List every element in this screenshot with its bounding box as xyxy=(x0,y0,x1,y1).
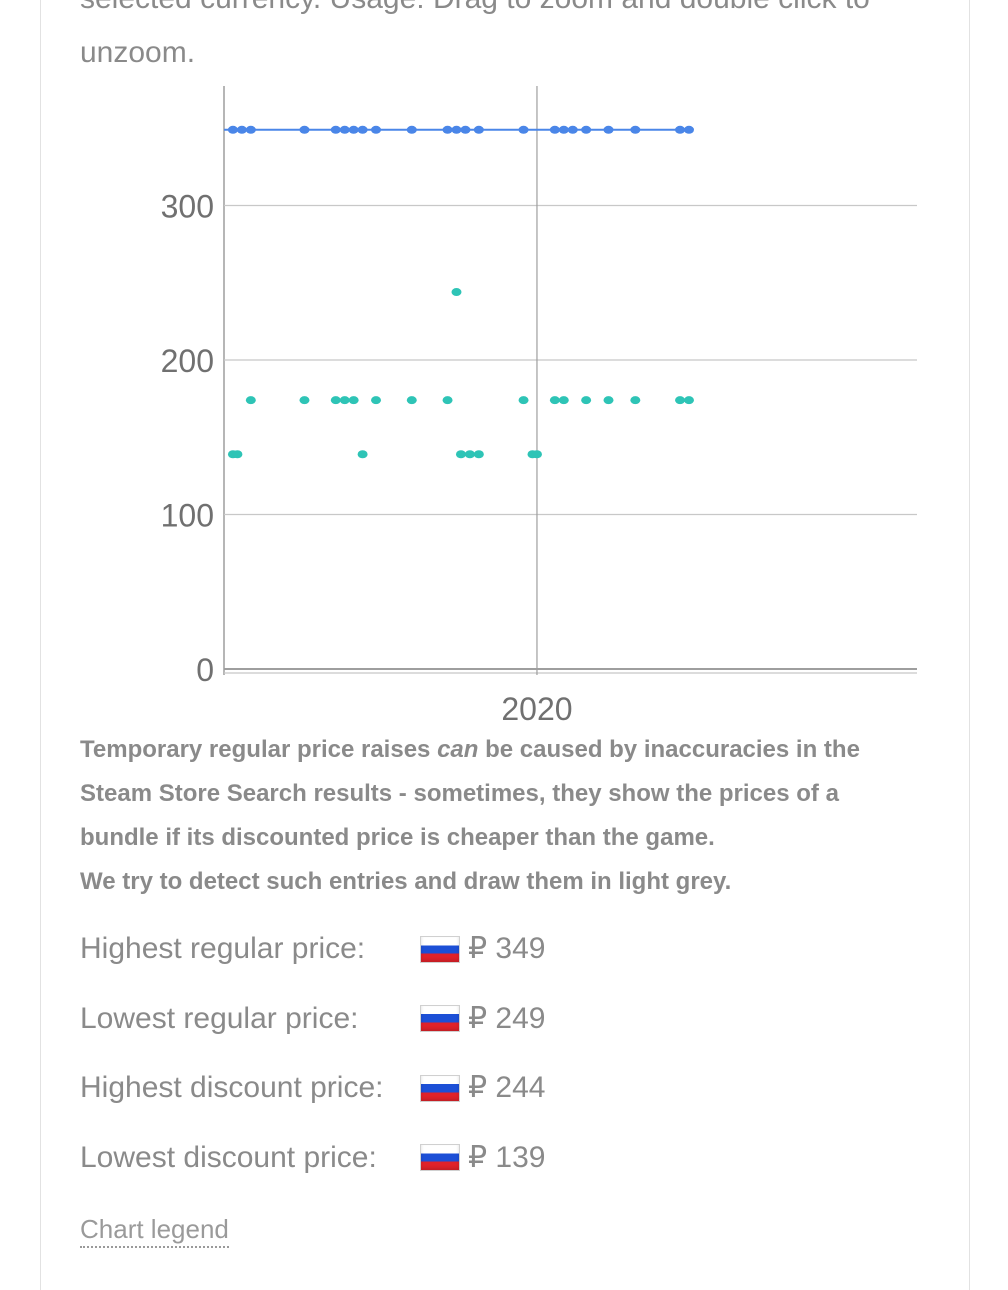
discount-price-point xyxy=(675,396,686,405)
stat-value: ₽ 244 xyxy=(420,1054,545,1122)
discount-price-point xyxy=(330,396,341,405)
regular-price-point xyxy=(603,125,614,134)
note-line-3: bundle if its discounted price is cheape… xyxy=(80,824,715,851)
note-line-4: We try to detect such entries and draw t… xyxy=(80,868,732,895)
note-line-1-end: be caused by inaccuracies in the xyxy=(478,736,860,763)
regular-price-point xyxy=(339,125,350,134)
stat-amount: ₽ 349 xyxy=(468,932,546,965)
regular-price-point xyxy=(558,125,569,134)
regular-price-point xyxy=(683,125,694,134)
discount-price-point xyxy=(442,396,453,405)
russia-flag-icon xyxy=(420,1074,460,1102)
note-line-1-start: Temporary regular price raises xyxy=(80,736,438,763)
stat-value: ₽ 139 xyxy=(420,1124,545,1192)
intro-line-2: unzoom. xyxy=(80,36,196,69)
discount-price-point xyxy=(245,396,256,405)
stat-highest-regular: Highest regular price: ₽ 349 xyxy=(80,915,920,985)
note-line-1-emphasis: can xyxy=(437,736,479,763)
note-line-1: Temporary regular price raises can be ca… xyxy=(80,728,920,772)
regular-price-point xyxy=(227,125,238,134)
price-raise-note: Temporary regular price raises can be ca… xyxy=(80,728,920,904)
content-card xyxy=(40,0,970,1290)
regular-price-point xyxy=(442,125,453,134)
stat-label: Lowest regular price: xyxy=(80,1001,359,1035)
discount-price-point xyxy=(232,450,243,459)
discount-price-point xyxy=(464,450,475,459)
regular-price-point xyxy=(371,125,382,134)
regular-price-point xyxy=(245,125,256,134)
stat-label: Highest discount price: xyxy=(80,1071,384,1104)
regular-price-point xyxy=(460,125,471,134)
discount-price-point xyxy=(630,396,641,405)
discount-price-point xyxy=(558,396,569,405)
regular-price-point xyxy=(630,125,641,134)
price-history-chart[interactable]: 0 100 200 300 2020 xyxy=(0,0,1008,730)
discount-price-point xyxy=(473,450,484,459)
discount-price-point xyxy=(406,396,417,405)
discount-price-point xyxy=(581,396,592,405)
note-line-2: Steam Store Search results - sometimes, … xyxy=(80,780,839,807)
regular-price-point xyxy=(330,125,341,134)
stat-amount: ₽ 244 xyxy=(468,1071,546,1104)
discount-price-point xyxy=(339,396,350,405)
discount-price-point xyxy=(518,396,529,405)
regular-price-point xyxy=(567,125,578,134)
stat-label: Lowest discount price: xyxy=(80,1140,377,1174)
y-tick-label: 100 xyxy=(161,498,214,534)
stat-highest-discount: Highest discount price: ₽ 244 xyxy=(80,1054,920,1124)
russia-flag-icon xyxy=(420,1144,460,1171)
stat-value: ₽ 249 xyxy=(420,985,545,1053)
regular-price-point xyxy=(236,125,247,134)
stat-lowest-discount: Lowest discount price: ₽ 139 xyxy=(80,1124,920,1194)
price-stats: Highest regular price: ₽ 349 Lowest regu… xyxy=(80,915,920,1193)
y-tick-label: 200 xyxy=(161,343,214,379)
discount-price-point xyxy=(549,396,560,405)
regular-price-point xyxy=(549,125,560,134)
chart-legend-link[interactable]: Chart legend xyxy=(80,1212,229,1248)
discount-price-point xyxy=(683,396,694,405)
discount-price-point xyxy=(357,450,368,459)
regular-price-point xyxy=(406,125,417,134)
regular-price-point xyxy=(451,125,462,134)
discount-price-point xyxy=(603,396,614,405)
regular-price-point xyxy=(675,125,686,134)
discount-price-point xyxy=(455,450,466,459)
y-tick-label: 300 xyxy=(161,189,214,225)
intro-line-1: selected currency. Usage: Drag to zoom a… xyxy=(80,0,920,26)
regular-price-point xyxy=(581,125,592,134)
regular-price-point xyxy=(357,125,368,134)
regular-price-point xyxy=(348,125,359,134)
stat-value: ₽ 349 xyxy=(420,915,545,983)
discount-price-point xyxy=(348,396,359,405)
stat-amount: ₽ 249 xyxy=(468,1001,546,1035)
regular-price-point xyxy=(473,125,484,134)
discount-price-point xyxy=(451,288,462,297)
russia-flag-icon xyxy=(420,935,460,963)
discount-price-point xyxy=(527,450,538,459)
discount-price-point xyxy=(371,396,382,405)
regular-price-point xyxy=(299,125,310,134)
x-tick-label: 2020 xyxy=(501,691,572,727)
stat-label: Highest regular price: xyxy=(80,932,366,965)
stat-amount: ₽ 139 xyxy=(468,1140,546,1174)
chart-intro-text: selected currency. Usage: Drag to zoom a… xyxy=(80,0,920,80)
stat-lowest-regular: Lowest regular price: ₽ 249 xyxy=(80,985,920,1055)
russia-flag-icon xyxy=(420,1005,460,1032)
discount-price-point xyxy=(299,396,310,405)
regular-price-point xyxy=(518,125,529,134)
y-tick-label: 0 xyxy=(196,652,214,688)
